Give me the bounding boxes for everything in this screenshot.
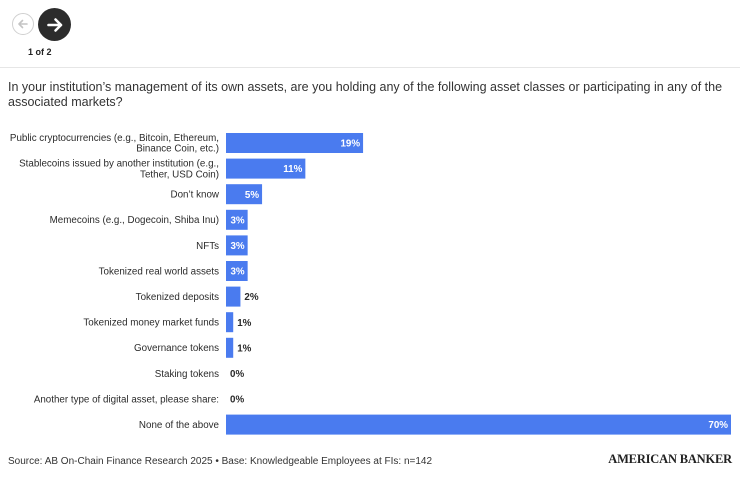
- category-label: Memecoins (e.g., Dogecoin, Shiba Inu): [50, 215, 219, 226]
- arrow-left-icon: [18, 19, 28, 29]
- bar: [226, 312, 234, 333]
- value-label: 3%: [230, 215, 244, 226]
- value-label: 0%: [230, 369, 244, 380]
- header-divider: [0, 67, 740, 68]
- value-label: 3%: [230, 241, 244, 252]
- category-label: Another type of digital asset, please sh…: [34, 394, 219, 405]
- category-label: Staking tokens: [155, 369, 219, 380]
- bar: [226, 414, 731, 435]
- chart-question: In your institution’s management of its …: [8, 80, 723, 109]
- category-label: Stablecoins issued by another institutio…: [19, 159, 219, 181]
- value-label: 70%: [708, 420, 728, 431]
- value-label: 3%: [230, 267, 244, 278]
- category-label: None of the above: [139, 420, 220, 431]
- category-label: Don’t know: [171, 190, 220, 201]
- bar: [226, 133, 364, 153]
- value-label: 1%: [237, 343, 251, 354]
- bar: [226, 209, 248, 230]
- value-label: 11%: [283, 164, 302, 175]
- category-label: Tokenized real world assets: [99, 266, 219, 277]
- category-label: NFTs: [196, 241, 219, 252]
- category-label: Tokenized money market funds: [83, 318, 219, 329]
- value-label: 0%: [230, 395, 244, 406]
- arrow-right-icon: [46, 17, 62, 32]
- category-label: Governance tokens: [134, 343, 219, 354]
- category-label: Public cryptocurrencies (e.g., Bitcoin, …: [10, 133, 219, 155]
- next-button[interactable]: [38, 8, 71, 41]
- value-label: 19%: [340, 139, 360, 150]
- value-label: 5%: [245, 190, 259, 201]
- page-indicator: 1 of 2: [28, 47, 52, 57]
- previous-button[interactable]: [12, 13, 34, 35]
- value-label: 2%: [244, 292, 258, 303]
- bar: [226, 235, 248, 256]
- value-label: 1%: [237, 318, 251, 329]
- bar: [226, 158, 306, 179]
- bar: [226, 261, 248, 281]
- bar: [226, 184, 263, 205]
- source-note: Source: AB On-Chain Finance Research 202…: [8, 456, 433, 467]
- bar: [226, 286, 241, 307]
- category-label: Tokenized deposits: [136, 292, 219, 303]
- brand-logo: AMERICAN BANKER: [608, 451, 732, 467]
- bar: [226, 337, 234, 358]
